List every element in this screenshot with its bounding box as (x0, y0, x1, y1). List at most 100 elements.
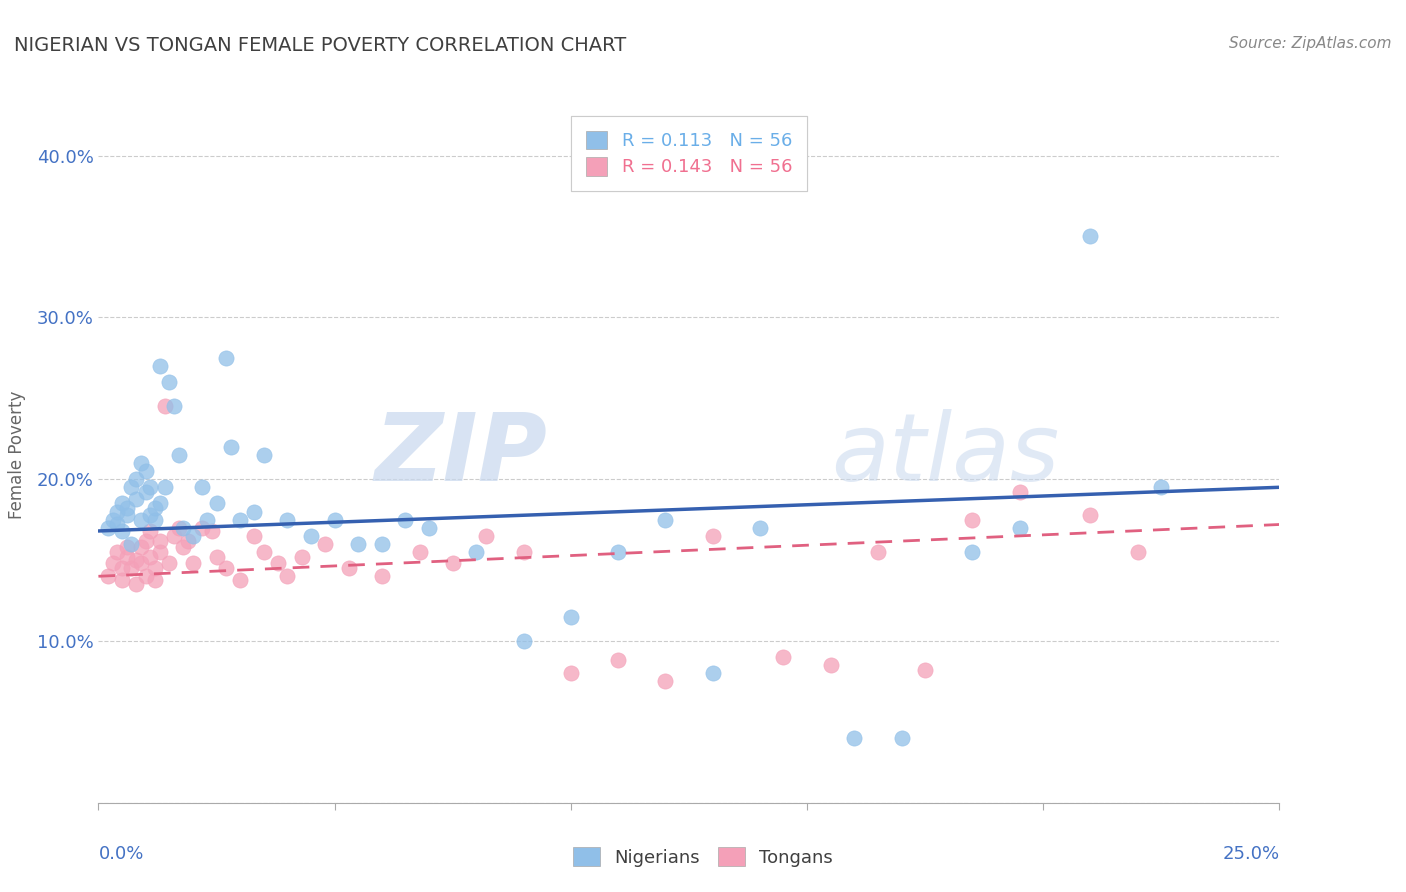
Point (101, 557, 124, 571)
Point (121, 480, 143, 494)
Point (1008, 521, 1031, 535)
Point (205, 496, 228, 510)
Point (962, 545, 984, 559)
Point (215, 561, 238, 575)
Point (181, 529, 204, 543)
Point (135, 533, 157, 548)
Point (167, 448, 190, 462)
Point (143, 501, 166, 516)
Point (253, 545, 276, 559)
Point (139, 524, 162, 538)
Point (512, 634, 534, 648)
Point (276, 569, 298, 583)
Point (229, 513, 252, 527)
Point (97, 521, 120, 535)
Point (125, 553, 148, 567)
Point (115, 508, 138, 522)
Point (139, 549, 162, 564)
Point (149, 359, 172, 373)
Point (172, 521, 194, 535)
Point (125, 491, 148, 506)
Point (177, 533, 200, 548)
Point (215, 351, 238, 365)
Text: 25.0%: 25.0% (1222, 845, 1279, 863)
Point (560, 666, 582, 681)
Point (1126, 545, 1149, 559)
Point (191, 521, 214, 535)
Text: NIGERIAN VS TONGAN FEMALE POVERTY CORRELATION CHART: NIGERIAN VS TONGAN FEMALE POVERTY CORREL… (14, 36, 626, 54)
Text: ZIP: ZIP (374, 409, 547, 501)
Point (702, 666, 724, 681)
Point (121, 561, 143, 575)
Point (105, 545, 128, 559)
Point (205, 549, 228, 564)
Point (820, 658, 842, 673)
Point (607, 545, 630, 559)
Point (149, 496, 172, 510)
Point (1080, 508, 1102, 522)
Point (914, 663, 936, 677)
Point (191, 480, 214, 494)
Point (111, 573, 134, 587)
Y-axis label: Female Poverty: Female Poverty (7, 391, 25, 519)
Point (512, 545, 534, 559)
Point (121, 537, 143, 551)
Point (139, 508, 162, 522)
Point (1008, 485, 1031, 500)
Point (243, 529, 266, 543)
Point (153, 400, 176, 414)
Point (337, 561, 360, 575)
Point (129, 540, 152, 554)
Point (149, 533, 172, 548)
Point (654, 513, 676, 527)
Point (195, 513, 218, 527)
Point (125, 577, 148, 591)
Point (163, 400, 186, 414)
Point (201, 524, 224, 538)
Point (371, 569, 394, 583)
Text: atlas: atlas (831, 409, 1059, 500)
Point (219, 440, 242, 454)
Point (1150, 480, 1173, 494)
Point (299, 529, 322, 543)
Point (143, 561, 166, 575)
Point (290, 549, 312, 564)
Point (157, 557, 180, 571)
Point (167, 521, 190, 535)
Point (702, 529, 724, 543)
Point (111, 561, 134, 575)
Point (253, 448, 276, 462)
Point (465, 545, 488, 559)
Point (125, 472, 148, 486)
Text: 0.0%: 0.0% (98, 845, 143, 863)
Point (441, 557, 464, 571)
Point (129, 513, 152, 527)
Point (111, 524, 134, 538)
Point (115, 540, 138, 554)
Point (890, 731, 912, 745)
Point (267, 557, 290, 571)
Point (314, 537, 336, 551)
Point (276, 513, 298, 527)
Point (143, 573, 166, 587)
Legend: Nigerians, Tongans: Nigerians, Tongans (565, 840, 841, 874)
Point (97, 569, 120, 583)
Point (394, 513, 416, 527)
Point (866, 545, 889, 559)
Point (772, 650, 794, 665)
Point (418, 521, 440, 535)
Point (153, 480, 176, 494)
Point (844, 731, 866, 745)
Point (243, 504, 266, 518)
Point (748, 521, 770, 535)
Text: Source: ZipAtlas.com: Source: ZipAtlas.com (1229, 36, 1392, 51)
Point (115, 549, 138, 564)
Point (139, 480, 162, 494)
Point (408, 545, 430, 559)
Point (1080, 229, 1102, 244)
Point (560, 609, 582, 624)
Point (143, 513, 166, 527)
Point (157, 375, 180, 389)
Point (654, 674, 676, 689)
Point (347, 537, 370, 551)
